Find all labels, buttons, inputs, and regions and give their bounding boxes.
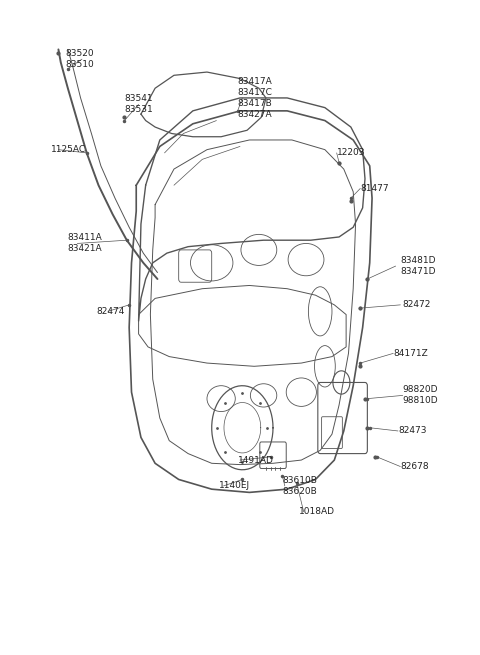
Text: 82472: 82472 xyxy=(403,301,431,309)
Text: 83520
83510: 83520 83510 xyxy=(65,49,94,69)
Text: 1125AC: 1125AC xyxy=(51,145,86,154)
Text: 83610B
83620B: 83610B 83620B xyxy=(282,476,317,496)
Text: 81477: 81477 xyxy=(360,184,389,193)
Text: 83541
83531: 83541 83531 xyxy=(124,94,153,115)
Text: 1140EJ: 1140EJ xyxy=(219,481,250,491)
Text: 82474: 82474 xyxy=(96,307,124,316)
Text: 84171Z: 84171Z xyxy=(393,349,428,358)
Text: 82678: 82678 xyxy=(400,462,429,471)
Text: 82473: 82473 xyxy=(398,426,427,436)
Text: 1491AD: 1491AD xyxy=(238,456,274,464)
Text: 83411A
83421A: 83411A 83421A xyxy=(68,233,103,253)
Text: 1018AD: 1018AD xyxy=(299,508,335,516)
Text: 83417A
83417C
83417B
83427A: 83417A 83417C 83417B 83427A xyxy=(238,77,273,119)
Text: 98820D
98810D: 98820D 98810D xyxy=(403,385,438,405)
Text: 83481D
83471D: 83481D 83471D xyxy=(400,256,436,276)
Text: 12203: 12203 xyxy=(336,149,365,157)
